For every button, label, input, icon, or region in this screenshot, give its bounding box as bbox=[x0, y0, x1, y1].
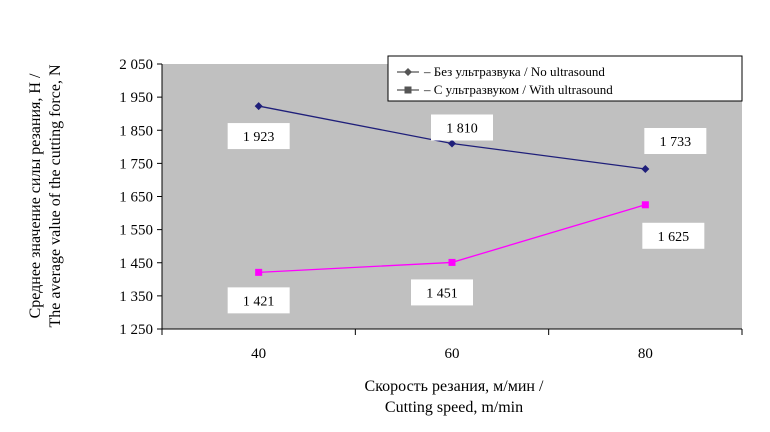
data-label-box bbox=[227, 123, 290, 150]
data-label: 1 421 bbox=[227, 287, 290, 314]
data-label-text: 1 810 bbox=[446, 122, 478, 137]
data-point bbox=[254, 102, 263, 111]
data-label: 1 451 bbox=[411, 279, 473, 306]
x-tick-label: 40 bbox=[251, 346, 266, 362]
y-axis-ticks: 2 050 1 950 1 850 1 750 1 650 1 550 1 450 1 350… bbox=[119, 57, 162, 338]
legend: – Без ультразвука / No ultrasound – С уль… bbox=[387, 55, 743, 102]
y-tick-label: 1 250 bbox=[119, 322, 153, 338]
y-axis-title: Среднее значение силы резания, Н / The a… bbox=[27, 64, 64, 327]
data-label-text: 1 625 bbox=[658, 230, 690, 245]
legend-box bbox=[387, 55, 743, 102]
data-point bbox=[404, 68, 412, 76]
data-label-box bbox=[227, 287, 290, 314]
data-point bbox=[448, 258, 456, 266]
y-tick-label: 1 550 bbox=[119, 223, 153, 239]
data-label-text: 1 421 bbox=[243, 294, 275, 309]
data-label-box bbox=[642, 222, 705, 249]
data-point bbox=[641, 165, 650, 174]
data-label-text: 1 733 bbox=[660, 135, 692, 150]
x-tick-label: 60 bbox=[445, 346, 460, 362]
data-point bbox=[641, 201, 649, 209]
data-label: 1 625 bbox=[642, 222, 705, 249]
data-label-text: 1 451 bbox=[426, 286, 458, 301]
data-point bbox=[255, 268, 263, 276]
y-tick-label: 1 350 bbox=[119, 289, 153, 305]
y-tick-label: 1 650 bbox=[119, 190, 153, 206]
y-tick-label: 1 750 bbox=[119, 156, 153, 172]
x-tick-label: 80 bbox=[638, 346, 653, 362]
data-label-box bbox=[411, 279, 473, 306]
legend-label: – С ультразвуком / With ultrasound bbox=[423, 82, 613, 97]
data-point bbox=[448, 139, 456, 148]
data-point bbox=[404, 86, 412, 94]
y-tick-label: 1 850 bbox=[119, 123, 153, 139]
y-tick-label: 1 950 bbox=[119, 90, 153, 106]
data-label: 1 810 bbox=[431, 114, 493, 141]
data-label: 1 733 bbox=[644, 128, 707, 155]
series-markers bbox=[254, 102, 650, 276]
x-axis-ticks: 40 60 80 bbox=[161, 329, 743, 362]
x-axis-title: Скорость резания, м/мин / Cutting speed,… bbox=[365, 378, 544, 416]
y-axis-title-line-1: Среднее значение силы резания, Н / bbox=[27, 73, 44, 318]
y-axis-title-line-2: The average value of the cutting force, … bbox=[47, 64, 64, 327]
x-axis-title-line-2: Cutting speed, m/min bbox=[385, 399, 523, 416]
x-axis-title-line-1: Скорость резания, м/мин / bbox=[365, 378, 544, 395]
legend-label: – Без ультразвука / No ultrasound bbox=[423, 64, 605, 79]
data-label-text: 1 923 bbox=[243, 130, 275, 145]
data-label-box bbox=[431, 114, 493, 141]
y-tick-label: 1 450 bbox=[119, 256, 153, 272]
y-tick-label: 2 050 bbox=[119, 57, 153, 73]
data-label: 1 923 bbox=[227, 123, 290, 150]
data-label-box bbox=[644, 128, 707, 155]
data-labels: 1 923 1 810 1 733 1 421 1 451 1 625 bbox=[227, 114, 707, 314]
